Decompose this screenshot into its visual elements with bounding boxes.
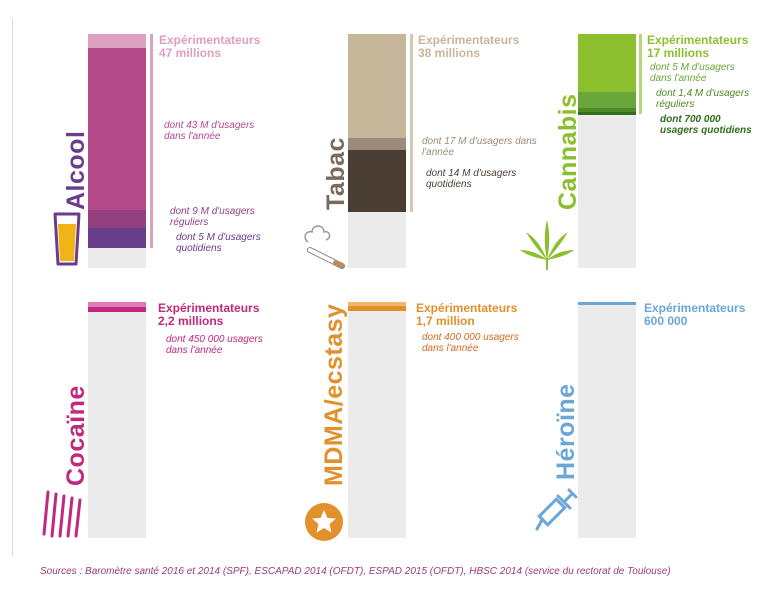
note-tabac-quotidiens: dont 14 M d'usagers quotidiens — [426, 168, 517, 190]
segment-cannabis-annee — [578, 92, 636, 108]
title-value: 17 millions — [647, 46, 710, 60]
bar-alcool — [88, 34, 146, 268]
panel-tabac: Tabac Expérimentateurs 38 millions dont … — [300, 20, 550, 288]
title-label: Expérimentateurs — [416, 301, 518, 315]
segment-heroine-experimentateurs — [578, 302, 636, 305]
note-alcool-quotidiens: dont 5 M d'usagers quotidiens — [176, 232, 261, 254]
label-heroine-experimentateurs: Expérimentateurs 600 000 — [644, 302, 745, 328]
note-cannabis-quotidiens: dont 700 000 usagers quotidiens — [660, 114, 752, 136]
bar-cannabis — [578, 34, 636, 268]
title-label: Expérimentateurs — [418, 33, 520, 47]
panel-cannabis: Cannabis Expérimentateurs 17 millions do… — [520, 20, 770, 288]
drug-name-cocaine: Cocaïne — [62, 385, 90, 486]
segment-cannabis-reguliers — [578, 108, 636, 112]
note-cocaine-annee: dont 450 000 usagers dans l'année — [166, 334, 263, 356]
segment-cocaine-annee — [88, 307, 146, 312]
segment-mdma-experimentateurs — [348, 302, 406, 306]
drug-name-tabac: Tabac — [322, 137, 350, 210]
bracket-cannabis — [639, 34, 642, 114]
drug-name-mdma: MDMA/ecstasy — [320, 303, 348, 486]
sources-note: Sources : Baromètre santé 2016 et 2014 (… — [40, 566, 671, 577]
frame-line — [12, 18, 13, 556]
panel-cocaine: Cocaïne Expérimentateurs 2,2 millions do… — [40, 290, 290, 558]
segment-alcool-annee — [88, 48, 146, 210]
beer-glass-icon — [52, 210, 82, 273]
note-tabac-annee: dont 17 M d'usagers dans l'année — [422, 136, 537, 158]
bracket-tabac — [410, 34, 413, 212]
label-cannabis-experimentateurs: Expérimentateurs 17 millions — [647, 34, 748, 60]
drug-name-heroine: Héroïne — [552, 383, 580, 480]
segment-mdma-annee — [348, 306, 406, 311]
panel-alcool: Alcool Expérimentateurs 47 millions dont… — [40, 20, 290, 288]
cocaine-lines-icon — [42, 488, 82, 543]
segment-cocaine-experimentateurs — [88, 302, 146, 307]
segment-tabac-experimentateurs — [348, 34, 406, 138]
note-cannabis-reguliers: dont 1,4 M d'usagers réguliers — [656, 88, 750, 110]
title-value: 1,7 million — [416, 314, 475, 328]
title-value: 600 000 — [644, 314, 688, 328]
title-label: Expérimentateurs — [158, 301, 260, 315]
panel-heroine: Héroïne Expérimentateurs 600 000 — [520, 290, 770, 558]
title-value: 2,2 millions — [158, 314, 224, 328]
label-alcool-experimentateurs: Expérimentateurs 47 millions — [159, 34, 260, 60]
title-label: Expérimentateurs — [644, 301, 746, 315]
star-pill-icon — [304, 502, 344, 547]
segment-tabac-quotidiens — [348, 150, 406, 212]
title-value: 47 millions — [159, 46, 222, 60]
label-cocaine-experimentateurs: Expérimentateurs 2,2 millions — [158, 302, 259, 328]
bracket-alcool — [150, 34, 153, 248]
title-value: 38 millions — [418, 46, 481, 60]
label-mdma-experimentateurs: Expérimentateurs 1,7 million — [416, 302, 517, 328]
note-mdma-annee: dont 400 000 usagers dans l'année — [422, 332, 519, 354]
cigarette-icon — [302, 220, 346, 275]
segment-cannabis-experimentateurs — [578, 34, 636, 92]
title-label: Expérimentateurs — [159, 33, 261, 47]
drug-name-alcool: Alcool — [62, 130, 90, 210]
cannabis-leaf-icon — [520, 220, 574, 275]
note-alcool-reguliers: dont 9 M d'usagers réguliers — [170, 206, 255, 228]
bar-mdma — [348, 302, 406, 538]
segment-alcool-reguliers — [88, 210, 146, 228]
segment-alcool-experimentateurs — [88, 34, 146, 48]
bar-tabac — [348, 34, 406, 268]
segment-alcool-quotidiens — [88, 228, 146, 248]
bar-cocaine — [88, 302, 146, 538]
panel-mdma: MDMA/ecstasy Expérimentateurs 1,7 millio… — [300, 290, 550, 558]
segment-cannabis-quotidiens — [578, 112, 636, 115]
segment-tabac-annee — [348, 138, 406, 150]
note-cannabis-annee: dont 5 M d'usagers dans l'année — [650, 62, 735, 84]
title-label: Expérimentateurs — [647, 33, 749, 47]
note-alcool-annee: dont 43 M d'usagers dans l'année — [164, 120, 255, 142]
syringe-icon — [534, 486, 580, 537]
label-tabac-experimentateurs: Expérimentateurs 38 millions — [418, 34, 519, 60]
bar-heroine — [578, 302, 636, 538]
